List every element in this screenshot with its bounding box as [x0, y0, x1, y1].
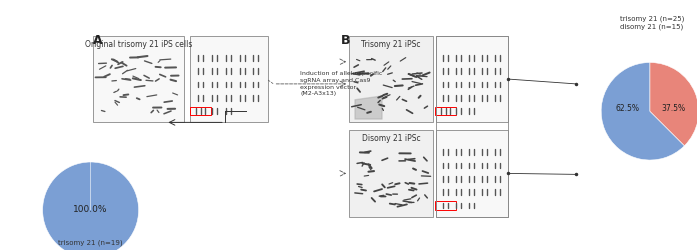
Text: Induction of allele-specific
sgRNA array and Cas9
expression vector
(M2-A3x13): Induction of allele-specific sgRNA array…: [300, 72, 383, 96]
Text: trisomy 21 (n=19)
disomy 21 (n=0): trisomy 21 (n=19) disomy 21 (n=0): [59, 240, 123, 250]
Text: Original trisomy 21 iPS cells: Original trisomy 21 iPS cells: [85, 40, 192, 48]
Bar: [436, 107, 456, 116]
Text: 100.0%: 100.0%: [73, 206, 108, 214]
Text: trisomy 21 (n=25)
disomy 21 (n=15): trisomy 21 (n=25) disomy 21 (n=15): [620, 15, 684, 30]
FancyBboxPatch shape: [436, 130, 509, 217]
FancyBboxPatch shape: [190, 36, 268, 122]
Bar: [436, 201, 456, 210]
FancyBboxPatch shape: [436, 36, 509, 122]
FancyBboxPatch shape: [349, 36, 433, 122]
Text: 62.5%: 62.5%: [616, 104, 640, 113]
Text: Trisomy 21 iPSc: Trisomy 21 iPSc: [361, 40, 421, 48]
Text: A: A: [93, 34, 102, 47]
Bar: [190, 107, 210, 116]
Text: Disomy 21 iPSc: Disomy 21 iPSc: [362, 134, 420, 143]
Bar: [436, 36, 509, 217]
Wedge shape: [650, 62, 697, 146]
FancyBboxPatch shape: [349, 130, 433, 217]
Wedge shape: [602, 62, 684, 160]
Text: B: B: [341, 34, 351, 47]
Text: 37.5%: 37.5%: [661, 104, 685, 113]
FancyBboxPatch shape: [93, 36, 185, 122]
Wedge shape: [43, 162, 139, 250]
